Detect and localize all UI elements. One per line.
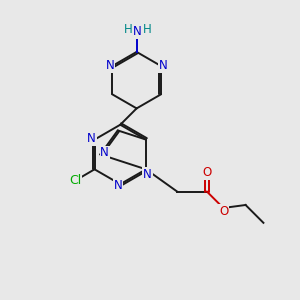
Text: N: N: [100, 146, 109, 160]
Text: N: N: [143, 168, 152, 181]
Text: N: N: [113, 179, 122, 193]
Text: N: N: [133, 25, 142, 38]
Text: O: O: [219, 205, 229, 218]
Text: Cl: Cl: [69, 174, 81, 187]
Text: H: H: [124, 22, 133, 35]
Text: N: N: [87, 132, 96, 145]
Text: N: N: [159, 59, 168, 72]
Text: O: O: [202, 166, 212, 179]
Text: H: H: [143, 22, 152, 35]
Text: N: N: [105, 59, 114, 72]
